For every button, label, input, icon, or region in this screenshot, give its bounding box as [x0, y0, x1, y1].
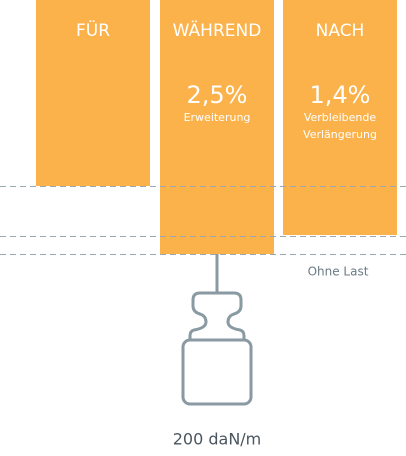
- column-heading: NACH: [316, 21, 365, 41]
- value: 1,4%: [310, 81, 371, 109]
- column-heading: FÜR: [76, 19, 110, 41]
- column-heading: WÄHREND: [173, 20, 262, 41]
- caption: Verlängerung: [303, 128, 377, 141]
- no-load-label: Ohne Last: [308, 265, 369, 279]
- weight-icon: [183, 254, 251, 404]
- value: 2,5%: [187, 81, 248, 109]
- caption: Verbleibende: [304, 111, 377, 124]
- diagram: FÜR WÄHREND NACH 2,5% Erweiterung 1,4% V…: [0, 0, 406, 456]
- caption: Erweiterung: [184, 111, 251, 124]
- load-label: 200 daN/m: [173, 430, 262, 449]
